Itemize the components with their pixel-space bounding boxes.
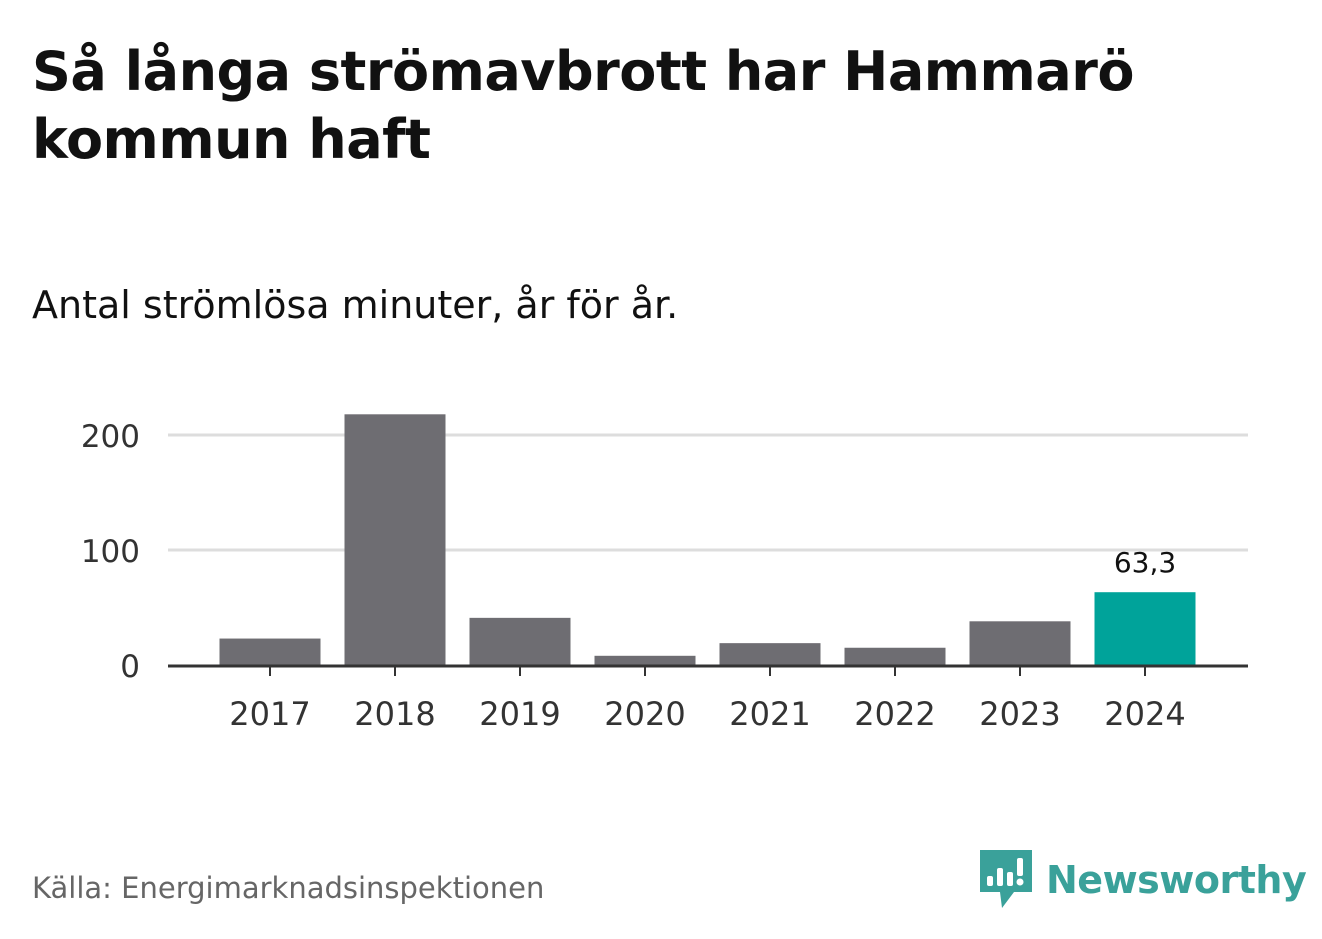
y-tick-label: 200 bbox=[81, 419, 140, 455]
bar bbox=[219, 638, 321, 665]
y-tick-label: 0 bbox=[120, 649, 140, 685]
bar bbox=[969, 621, 1071, 665]
x-tick-label: 2022 bbox=[854, 695, 935, 733]
x-tick-label: 2024 bbox=[1104, 695, 1185, 733]
x-tick-label: 2020 bbox=[604, 695, 685, 733]
y-tick-label: 100 bbox=[81, 534, 140, 570]
bar bbox=[844, 647, 946, 665]
x-tick-label: 2021 bbox=[729, 695, 810, 733]
newsworthy-logo-icon bbox=[980, 850, 1032, 908]
x-tick-label: 2017 bbox=[229, 695, 310, 733]
chart-title: Så långa strömavbrott har Hammarö kommun… bbox=[32, 40, 1134, 171]
x-tick-label: 2019 bbox=[479, 695, 560, 733]
x-tick-label: 2023 bbox=[979, 695, 1060, 733]
x-tick-label: 2018 bbox=[354, 695, 435, 733]
bar bbox=[1094, 592, 1196, 665]
bar bbox=[344, 414, 446, 665]
source-note: Källa: Energimarknadsinspektionen bbox=[32, 871, 545, 905]
brand-name: Newsworthy bbox=[1046, 858, 1307, 902]
bar bbox=[594, 655, 696, 665]
bar-chart: 0 100 200 2017 2018 2019 2020 2021 2022 2023 2024 6… bbox=[81, 414, 1248, 733]
bar bbox=[719, 643, 821, 665]
bar bbox=[469, 617, 571, 665]
data-label: 63,3 bbox=[1114, 546, 1176, 579]
chart-subtitle: Antal strömlösa minuter, år för år. bbox=[32, 283, 679, 327]
newsworthy-logo: Newsworthy bbox=[980, 850, 1307, 910]
